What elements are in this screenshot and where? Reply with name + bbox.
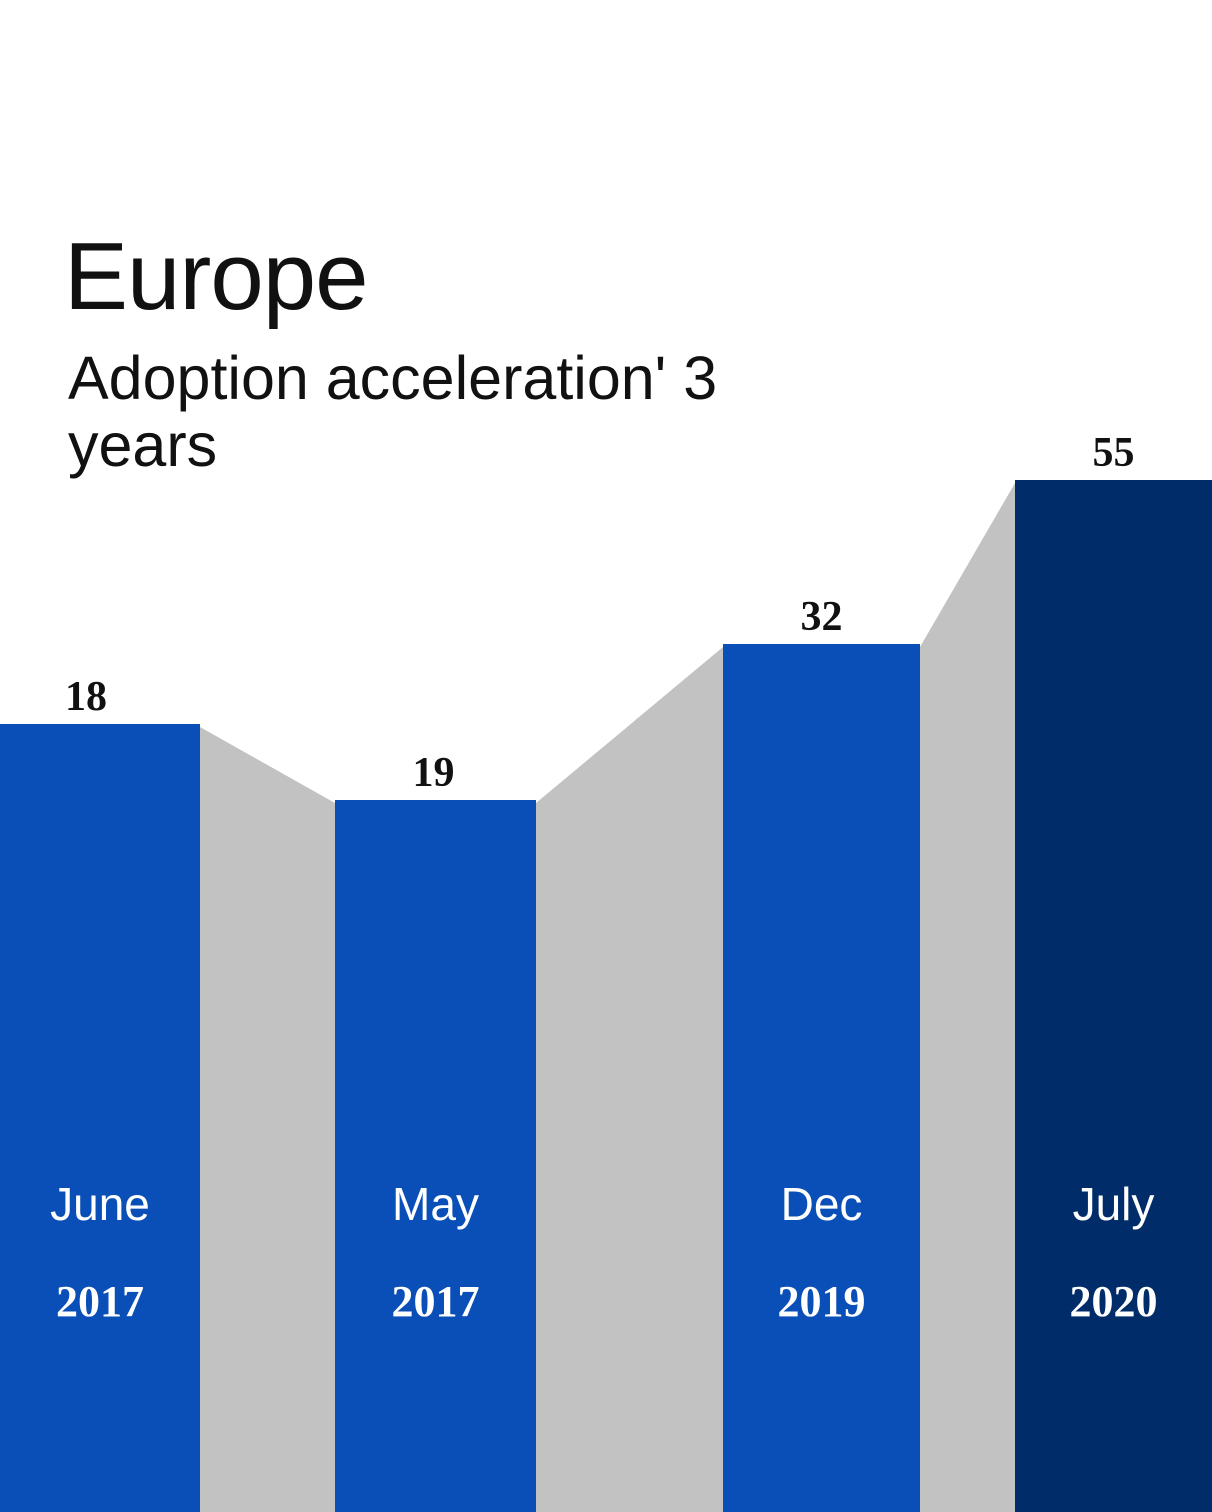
bar	[335, 800, 536, 1512]
chart-title: Europe	[64, 223, 369, 330]
x-tick-label-month: June	[50, 1178, 150, 1230]
x-tick-label-month: Dec	[781, 1178, 863, 1230]
connector-band	[920, 483, 1015, 1512]
x-tick-label-year: 2020	[1070, 1277, 1158, 1326]
x-tick-label-month: July	[1073, 1178, 1155, 1230]
data-label: 19	[413, 750, 455, 796]
x-tick-label-year: 2019	[778, 1277, 866, 1326]
connector-band	[536, 647, 723, 1512]
bar	[723, 644, 920, 1512]
data-label: 55	[1093, 430, 1135, 476]
bar	[1015, 480, 1212, 1512]
chart-subtitle: Adoption acceleration' 3 years	[68, 344, 718, 479]
x-tick-label-year: 2017	[392, 1277, 480, 1326]
x-tick-label-year: 2017	[56, 1277, 144, 1326]
x-tick-label-month: May	[392, 1178, 479, 1230]
data-label: 32	[801, 594, 843, 640]
connector-band	[200, 727, 335, 1512]
bar	[0, 724, 200, 1512]
data-label: 18	[65, 674, 107, 720]
